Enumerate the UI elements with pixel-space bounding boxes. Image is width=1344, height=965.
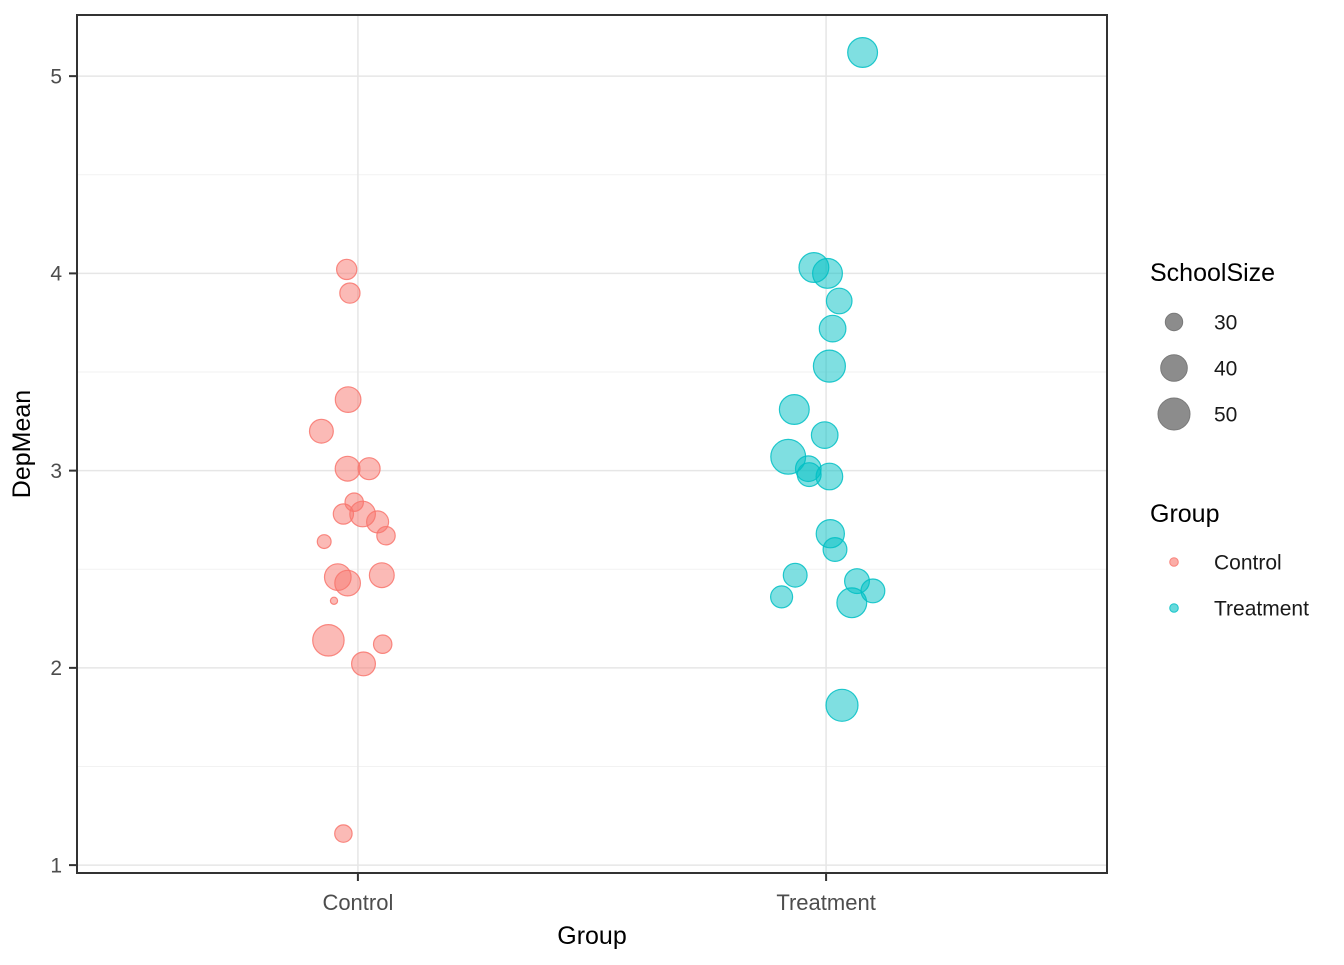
data-point-control [357,457,381,481]
color-legend-label: Treatment [1214,597,1309,620]
size-legend-label: 50 [1214,403,1237,426]
data-point-treatment [778,394,810,426]
data-point-treatment [818,314,847,343]
data-point-control [376,525,396,546]
size-legend-key-circle [1160,354,1188,382]
x-tick-label: Treatment [776,890,875,915]
y-tick-label: 1 [50,854,62,877]
data-point-control [351,651,377,677]
data-point-control [334,569,362,597]
y-axis-title: DepMean [8,390,36,498]
data-point-treatment [822,536,848,562]
data-point-treatment [782,562,808,588]
x-axis-title: Group [557,922,626,950]
size-legend-entries: 30 40 50 [1157,311,1237,431]
size-legend-label: 30 [1214,311,1237,334]
data-point-control [336,258,358,281]
y-tick-label: 5 [50,65,62,88]
size-legend-key-circle [1157,397,1191,431]
color-legend-key-dot [1169,557,1179,567]
points-layer [308,36,886,843]
data-point-treatment [825,688,859,722]
size-legend: SchoolSize 30 40 50 [1150,259,1275,431]
data-point-control [368,562,395,589]
color-legend-entries: Control Treatment [1169,551,1309,620]
color-legend-key-dot [1169,603,1179,613]
size-legend-key-circle [1164,312,1184,332]
data-point-treatment [815,462,844,491]
data-point-control [334,386,362,414]
axis-ticks-layer [69,75,828,881]
data-point-control [316,534,332,550]
y-tick-label: 2 [50,657,62,680]
data-point-control [329,596,339,606]
y-tick-label: 4 [50,263,62,286]
data-point-control [334,455,361,482]
data-point-control [372,634,393,654]
x-tick-label: Control [322,890,393,915]
data-point-treatment [836,587,868,619]
size-legend-title: SchoolSize [1150,259,1275,287]
data-point-treatment [810,421,839,450]
data-point-control [308,418,334,444]
plot-panel [77,15,1107,873]
color-legend-title: Group [1150,500,1219,528]
data-point-control [334,824,353,843]
data-point-treatment [825,287,853,315]
data-point-control [312,623,345,657]
gridlines-layer [77,15,1107,873]
data-point-treatment [811,257,843,289]
size-legend-label: 40 [1214,357,1237,380]
color-legend: Group Control Treatment [1150,500,1309,620]
y-tick-label: 3 [50,460,62,483]
panel-border [76,14,1108,874]
axis-labels-layer: 1 2 3 4 5 Control Treatment [50,65,876,915]
data-point-treatment [812,349,847,383]
data-point-treatment [847,36,879,68]
data-point-treatment [769,585,794,609]
color-legend-label: Control [1214,551,1282,574]
data-point-control [339,282,361,304]
